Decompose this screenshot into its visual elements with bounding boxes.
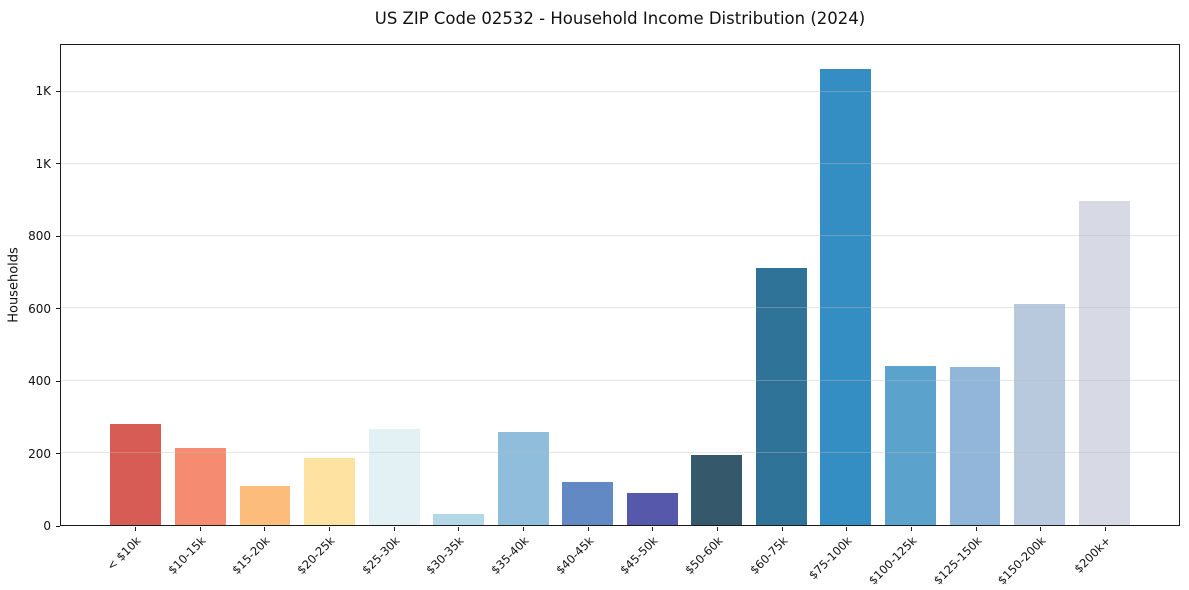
x-tick-label-150-200k: $150-200k: [995, 533, 1049, 588]
bar-50-60k: [691, 455, 743, 525]
bar-20-25k: [304, 458, 355, 525]
x-tick-label-60-75k: $60-75k: [746, 533, 791, 578]
bar-40-45k: [562, 481, 614, 525]
y-tick-label: 1K: [35, 84, 51, 99]
gridline: [61, 451, 1179, 453]
bar-60-75k: [755, 267, 807, 525]
bar-100-125k: [885, 365, 936, 525]
gridline: [61, 235, 1179, 237]
gridline: [61, 163, 1179, 165]
y-tick-mark: [56, 380, 60, 382]
x-tick-mark: [652, 527, 654, 531]
bar-125-150k: [949, 366, 1001, 525]
x-tick-mark: [716, 527, 718, 531]
x-tick-label-50-60k: $50-60k: [682, 533, 726, 578]
x-tick-label-20-25k: $20-25k: [294, 533, 338, 578]
x-tick-mark: [329, 527, 330, 531]
x-tick-mark: [199, 527, 201, 531]
x-tick-mark: [781, 527, 783, 531]
y-tick-mark: [56, 235, 60, 237]
x-tick-mark: [393, 527, 395, 531]
bar-75-100k: [820, 69, 872, 525]
bar-45-50k: [626, 493, 678, 525]
x-tick-label-10k: < $10k: [103, 533, 144, 574]
x-tick-mark: [1040, 527, 1042, 531]
y-tick-label: 800: [28, 229, 51, 244]
y-axis: 0 200 400 600 800 1K 1K: [0, 44, 60, 532]
x-tick-label-40-45k: $40-45k: [552, 533, 597, 578]
gridline: [61, 307, 1179, 309]
x-tick-label-75-100k: $75-100k: [806, 533, 855, 583]
x-tick-mark: [135, 527, 136, 531]
x-tick-label-15-20k: $15-20k: [229, 533, 273, 578]
bar-10-15k: [174, 448, 226, 525]
y-tick-label: 200: [28, 446, 51, 461]
y-tick-label: 1K: [35, 156, 51, 171]
bar-35-40k: [497, 431, 549, 525]
x-tick-mark: [910, 527, 912, 531]
gridline: [61, 379, 1179, 381]
chart-title: US ZIP Code 02532 - Household Income Dis…: [374, 9, 866, 28]
x-tick-label-200k: $200k+: [1071, 533, 1114, 576]
bar-10k: [110, 423, 162, 525]
y-tick-mark: [56, 163, 60, 165]
x-tick-label-10-15k: $10-15k: [164, 533, 209, 578]
bar-15-20k: [239, 486, 291, 525]
bars-layer: [61, 45, 1179, 525]
x-tick-label-35-40k: $35-40k: [488, 533, 532, 578]
y-tick-mark: [56, 453, 60, 455]
x-tick-label-30-35k: $30-35k: [423, 533, 467, 578]
x-tick-mark: [846, 527, 848, 531]
x-tick-mark: [264, 527, 266, 531]
gridlines-layer: [61, 45, 1179, 525]
x-tick-mark: [587, 527, 589, 531]
bar-200k: [1078, 200, 1130, 525]
x-tick-mark: [975, 527, 977, 531]
x-tick-label-100-125k: $100-125k: [865, 533, 920, 588]
x-tick-label-45-50k: $45-50k: [617, 533, 661, 578]
y-tick-label: 0: [43, 519, 51, 533]
bar-150-200k: [1014, 304, 1065, 525]
gridline: [61, 90, 1179, 92]
x-tick-label-125-150k: $125-150k: [930, 533, 985, 588]
x-tick-mark: [458, 527, 460, 531]
y-tick-label: 400: [28, 374, 51, 389]
y-tick-mark: [56, 308, 60, 310]
y-tick-mark: [56, 90, 60, 92]
x-tick-mark: [1104, 527, 1106, 531]
bar-25-30k: [368, 428, 420, 525]
plot-area: [60, 44, 1180, 526]
bar-30-35k: [433, 513, 485, 525]
y-tick-label: 600: [28, 301, 51, 316]
x-tick-label-25-30k: $25-30k: [358, 533, 403, 578]
y-tick-mark: [56, 525, 60, 527]
x-axis: < $10k $10-15k $15-20k $20-25k $25-30k $30-35…: [60, 527, 1180, 590]
x-tick-mark: [523, 527, 524, 531]
